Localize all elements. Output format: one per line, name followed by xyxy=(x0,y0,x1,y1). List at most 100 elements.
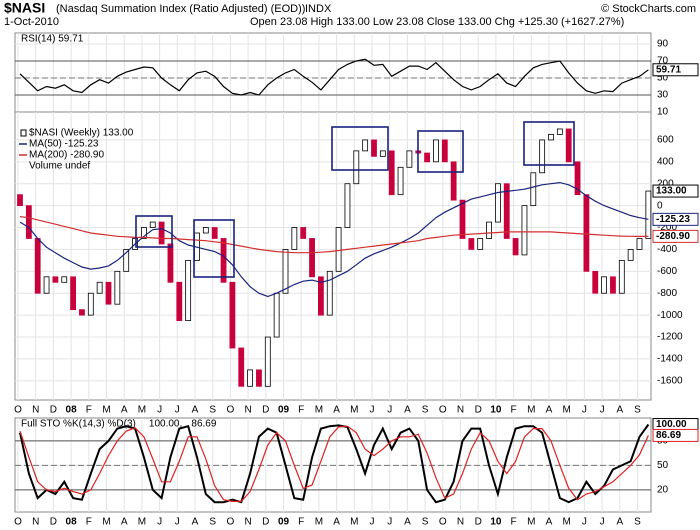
candle xyxy=(158,221,165,245)
x-tick-label: M xyxy=(315,517,323,528)
y-tick-label: 400 xyxy=(657,156,674,167)
candle xyxy=(309,238,315,278)
x-tick-label: J xyxy=(600,517,605,528)
panel-title: Full STO %K(14,3) %D(3) xyxy=(21,419,136,430)
series-line xyxy=(19,58,649,96)
x-tick-label: J xyxy=(582,405,587,416)
x-tick-label: D xyxy=(262,405,269,416)
x-tick-label: N xyxy=(244,517,251,528)
candle xyxy=(371,139,377,157)
x-tick-label: 08 xyxy=(66,517,78,528)
candle xyxy=(202,227,209,234)
x-tick-label: A xyxy=(616,405,623,416)
panel-title: RSI(14) 59.71 xyxy=(21,34,84,45)
x-tick-label: A xyxy=(333,405,340,416)
candle xyxy=(70,276,76,311)
candle xyxy=(291,227,298,250)
candle xyxy=(406,150,413,168)
x-tick-label: O xyxy=(14,405,22,416)
candle xyxy=(539,139,546,174)
x-tick-label: S xyxy=(209,517,216,528)
y-tick-label: 90 xyxy=(657,39,669,50)
x-tick-label: 10 xyxy=(490,405,502,416)
symbol: $NASI xyxy=(4,0,45,16)
candle xyxy=(105,281,112,305)
candle xyxy=(574,161,581,196)
x-tick-label: J xyxy=(157,517,162,528)
y-tick-label: 70 xyxy=(657,56,669,67)
y-tick-label: 10 xyxy=(657,107,669,118)
last-value-label: -125.23 xyxy=(656,214,690,225)
candle xyxy=(149,221,156,228)
candle xyxy=(25,205,32,239)
date: 1-Oct-2010 xyxy=(4,16,59,28)
legend-entry: 100.00, xyxy=(149,419,182,430)
x-tick-label: A xyxy=(546,517,553,528)
candle xyxy=(114,270,121,305)
x-tick-label: N xyxy=(32,405,39,416)
x-tick-label: 10 xyxy=(490,517,502,528)
candle xyxy=(247,369,254,387)
series-line xyxy=(19,423,650,504)
candle xyxy=(185,259,192,322)
last-value-tag xyxy=(652,229,699,243)
y-tick-label: -200 xyxy=(657,222,677,233)
x-tick-label: O xyxy=(439,517,447,528)
x-tick-label: A xyxy=(333,517,340,528)
y-tick-label: 30 xyxy=(657,90,669,101)
legend-entry: MA(50) -125.23 xyxy=(29,139,99,150)
x-tick-label: A xyxy=(121,517,128,528)
x-tick-label: J xyxy=(600,405,605,416)
candle xyxy=(494,183,501,223)
x-tick-label: D xyxy=(475,405,482,416)
x-tick-label: N xyxy=(457,517,464,528)
x-tick-label: O xyxy=(227,517,235,528)
candle xyxy=(300,227,307,239)
x-tick-label: F xyxy=(298,405,304,416)
x-tick-label: J xyxy=(370,405,375,416)
x-tick-label: F xyxy=(86,517,92,528)
x-tick-label: M xyxy=(527,517,535,528)
last-value-tag xyxy=(652,428,699,442)
candle xyxy=(424,152,431,163)
x-tick-label: O xyxy=(14,517,22,528)
x-tick-label: N xyxy=(457,405,464,416)
candle xyxy=(167,243,174,283)
y-tick-label: 20 xyxy=(657,485,669,496)
highlight-box xyxy=(135,215,173,248)
x-tick-label: A xyxy=(121,405,128,416)
x-tick-label: J xyxy=(387,405,392,416)
x-tick-label: M xyxy=(102,405,110,416)
candle xyxy=(441,139,448,163)
y-tick-label: -400 xyxy=(657,244,677,255)
symbol-title: (Nasdaq Summation Index (Ratio Adjusted)… xyxy=(56,3,305,15)
quote: Open 23.08 High 133.00 Low 23.08 Close 1… xyxy=(250,16,624,28)
y-tick-label: -1400 xyxy=(657,354,683,365)
panel-frame xyxy=(14,111,652,401)
candle xyxy=(264,336,271,387)
candle xyxy=(140,227,147,239)
x-tick-label: S xyxy=(422,405,429,416)
x-tick-label: A xyxy=(616,517,623,528)
series-line xyxy=(19,425,649,502)
candle xyxy=(521,205,528,256)
legend-entry: Volume undef xyxy=(29,161,90,172)
x-tick-label: F xyxy=(86,405,92,416)
candle xyxy=(123,249,130,272)
last-value-label: 86.69 xyxy=(656,430,681,441)
x-tick-label: S xyxy=(209,405,216,416)
y-tick-label: -1000 xyxy=(657,310,683,321)
x-tick-label: M xyxy=(563,517,571,528)
candle xyxy=(34,238,41,294)
candle xyxy=(61,276,68,283)
candle xyxy=(636,238,643,250)
y-tick-label: 200 xyxy=(657,178,674,189)
last-value-label: 100.00 xyxy=(656,419,687,430)
x-tick-label: M xyxy=(350,405,358,416)
last-value-tag xyxy=(652,184,699,198)
candle xyxy=(17,194,23,207)
candle xyxy=(548,134,554,141)
x-tick-label: N xyxy=(32,517,39,528)
